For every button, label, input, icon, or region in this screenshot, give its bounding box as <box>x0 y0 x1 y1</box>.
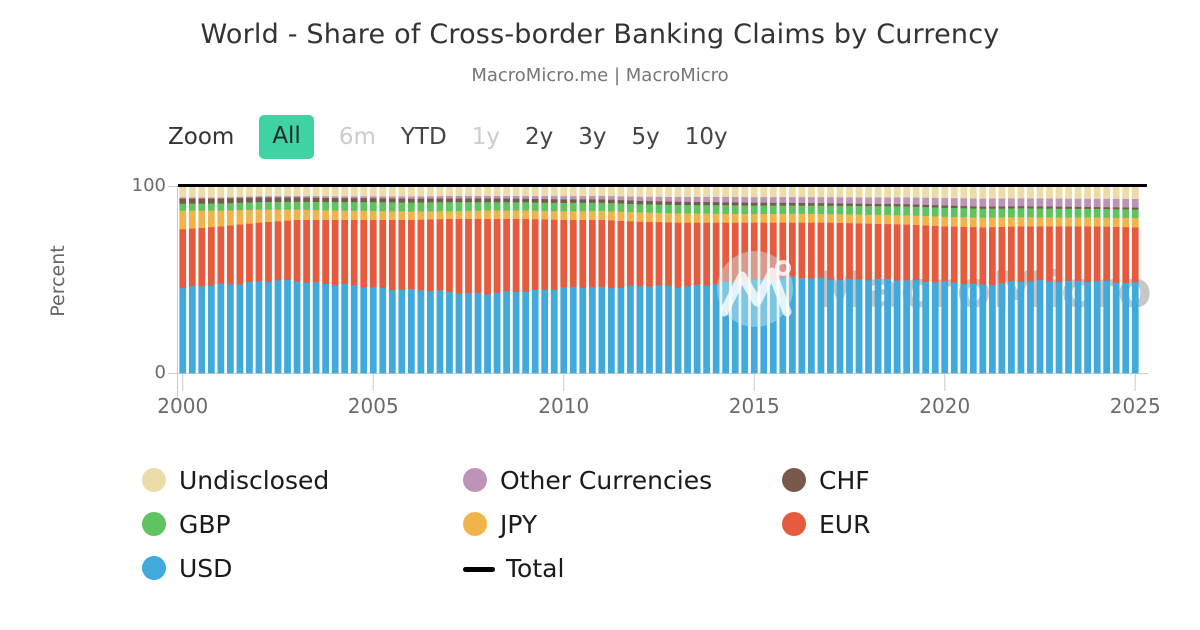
legend-label: EUR <box>819 509 871 539</box>
legend-label: USD <box>179 553 233 583</box>
legend-label: Other Currencies <box>500 465 713 495</box>
x-axis-tick-2010: 2010 <box>538 394 590 418</box>
legend-item-undisclosed[interactable]: Undisclosed <box>142 466 463 495</box>
legend-item-total[interactable]: Total <box>463 554 782 583</box>
zoom-range-6m-button[interactable]: 6m <box>338 123 376 150</box>
y-axis-tick-100: 100 <box>131 175 166 196</box>
legend-label: Total <box>506 553 565 583</box>
zoom-range-3y-button[interactable]: 3y <box>578 123 607 150</box>
eur-swatch-icon <box>782 512 806 536</box>
legend-label: Undisclosed <box>179 465 330 495</box>
zoom-range-toolbar: Zoom All 6m YTD 1y 2y 3y 5y 10y <box>168 114 728 160</box>
x-axis-tick-2000: 2000 <box>157 394 209 418</box>
x-axis-tick-2025: 2025 <box>1109 394 1161 418</box>
legend-item-other-currencies[interactable]: Other Currencies <box>463 466 782 495</box>
usd-swatch-icon <box>142 556 166 580</box>
other-currencies-swatch-icon <box>463 468 487 492</box>
jpy-swatch-icon <box>463 512 487 536</box>
zoom-range-ytd-button[interactable]: YTD <box>400 123 447 150</box>
zoom-range-5y-button[interactable]: 5y <box>631 123 660 150</box>
legend-label: JPY <box>500 509 538 539</box>
legend-item-chf[interactable]: CHF <box>782 466 1082 495</box>
gbp-swatch-icon <box>142 512 166 536</box>
zoom-range-10y-button[interactable]: 10y <box>684 123 728 150</box>
zoom-range-2y-button[interactable]: 2y <box>524 123 554 150</box>
y-axis-title: Percent <box>47 245 69 317</box>
legend-item-eur[interactable]: EUR <box>782 510 1082 539</box>
legend-item-usd[interactable]: USD <box>142 554 463 583</box>
y-axis-tick-0: 0 <box>154 362 166 383</box>
chf-swatch-icon <box>782 468 806 492</box>
x-axis-tick-2020: 2020 <box>919 394 971 418</box>
x-axis-tick-2005: 2005 <box>347 394 399 418</box>
x-axis-tick-2015: 2015 <box>728 394 780 418</box>
zoom-label: Zoom <box>168 124 235 150</box>
legend: Undisclosed Other Currencies CHF GBP JPY… <box>142 458 1082 590</box>
chart-subtitle: MacroMicro.me | MacroMicro <box>471 65 729 86</box>
legend-label: CHF <box>819 465 870 495</box>
zoom-range-1y-button[interactable]: 1y <box>471 123 500 150</box>
undisclosed-swatch-icon <box>142 468 166 492</box>
legend-item-gbp[interactable]: GBP <box>142 510 463 539</box>
total-line-swatch-icon <box>463 566 495 572</box>
legend-label: GBP <box>179 509 231 539</box>
legend-item-jpy[interactable]: JPY <box>463 510 782 539</box>
page-title: World - Share of Cross-border Banking Cl… <box>200 19 1000 50</box>
zoom-range-all-button[interactable]: All <box>259 115 314 159</box>
